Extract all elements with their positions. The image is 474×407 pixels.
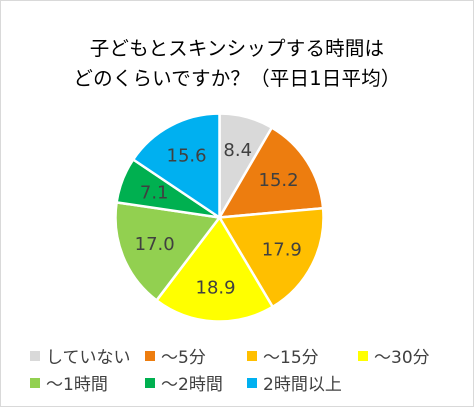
pie-value-label-4: 18.9 [196,277,236,298]
pie-slice-4 [155,216,274,323]
pie-value-label-2: 15.2 [259,170,299,191]
pie-slice-5 [114,201,221,302]
chart-title: 子どもとスキンシップする時間は どのくらいですか？（平日1日平均） [0,34,474,94]
pie-slices [114,112,325,323]
pie-slice-2 [218,126,325,219]
pie-value-label-6: 7.1 [140,182,169,203]
pie-slice-7 [131,112,221,219]
pie-slice-3 [218,206,325,309]
pie-value-labels: 8.4 15.2 17.9 18.9 17.0 7.1 15.6 [135,140,302,298]
pie-value-label-3: 17.9 [262,239,302,260]
chart-title-line-2: どのくらいですか？（平日1日平均） [73,67,401,90]
pie-value-label-1: 8.4 [223,140,252,161]
chart-title-line-1: 子どもとスキンシップする時間は [89,37,385,60]
pie-value-label-5: 17.0 [135,234,175,255]
pie-value-label-7: 15.6 [167,146,207,167]
